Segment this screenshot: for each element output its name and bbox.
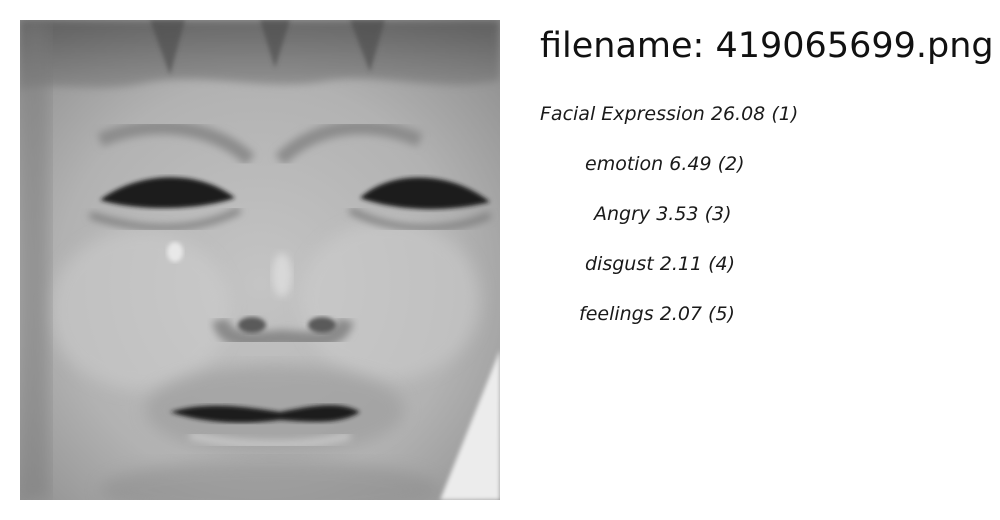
label-name: feelings bbox=[579, 303, 654, 325]
label-item: emotion 6.49 (2) bbox=[585, 150, 745, 178]
label-name: Angry bbox=[594, 203, 651, 225]
label-rank: (1) bbox=[771, 103, 799, 125]
label-score: 26.08 bbox=[710, 103, 766, 125]
face-photo bbox=[20, 20, 500, 500]
label-rank: (4) bbox=[708, 253, 736, 275]
label-item: Angry 3.53 (3) bbox=[594, 200, 731, 228]
label-item: feelings 2.07 (5) bbox=[579, 300, 735, 328]
label-name: emotion bbox=[585, 153, 664, 175]
label-name: Facial Expression bbox=[540, 103, 705, 125]
crying-child-face-icon bbox=[20, 20, 500, 500]
label-rank: (2) bbox=[717, 153, 745, 175]
filename-heading: filename: 419065699.png bbox=[540, 26, 994, 66]
label-item: disgust 2.11 (4) bbox=[585, 250, 735, 278]
label-rank: (3) bbox=[704, 203, 732, 225]
label-rank: (5) bbox=[708, 303, 735, 325]
label-score: 2.07 bbox=[659, 303, 702, 325]
label-name: disgust bbox=[585, 253, 654, 275]
label-item: Facial Expression 26.08 (1) bbox=[540, 100, 798, 128]
label-score: 2.11 bbox=[659, 253, 703, 275]
label-score: 3.53 bbox=[656, 203, 699, 225]
label-score: 6.49 bbox=[669, 153, 712, 175]
